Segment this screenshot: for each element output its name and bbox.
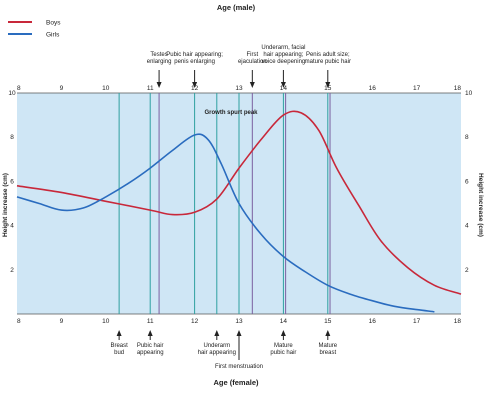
bottom-tick-label: 17 (413, 318, 421, 325)
left-tick-label: 6 (10, 178, 14, 185)
right-tick-label: 6 (465, 178, 469, 185)
male-marker-label: Pubic hair appearing; penis enlarging (166, 52, 223, 65)
bottom-tick-label: 13 (235, 318, 243, 325)
bottom-tick-label: 14 (280, 318, 288, 325)
series-line-girls (16, 133, 435, 313)
female-marker-arrowhead (214, 330, 220, 336)
female-marker-label-line: appearing (137, 350, 164, 356)
top-axis-title: Age (male) (217, 3, 256, 12)
bottom-axis-title: Age (female) (213, 378, 259, 387)
right-tick-label: 8 (465, 134, 469, 141)
male-marker-label: Testes enlarging (147, 52, 172, 65)
female-marker-label-line: pubic hair (270, 350, 296, 356)
left-tick-label: 2 (10, 267, 14, 274)
male-marker-label-line: voice deepening (262, 59, 306, 65)
top-tick-label: 16 (369, 85, 377, 92)
male-marker-label-line: First (246, 52, 258, 58)
male-marker-label-line: ejaculation (238, 59, 267, 65)
male-marker-arrowhead (192, 82, 198, 88)
bottom-tick-label: 16 (369, 318, 377, 325)
legend: Boys Girls (8, 20, 61, 39)
female-marker-label-line: Breast (110, 343, 128, 349)
left-tick-label: 4 (10, 223, 14, 230)
female-marker-label-line: breast (319, 350, 336, 356)
male-marker-label-line: enlarging (147, 59, 172, 65)
female-marker-label-line: Underarm (203, 343, 230, 349)
male-marker-label: Penis adult size; mature pubic hair (305, 52, 351, 65)
male-marker-arrowhead (325, 82, 331, 88)
male-marker-label: First ejaculation (238, 52, 267, 65)
bottom-tick-label: 15 (324, 318, 332, 325)
legend-label-girls: Girls (46, 32, 60, 39)
female-marker-label: Pubic hair appearing (137, 343, 164, 356)
right-axis-title: Height increase (cm) (477, 173, 484, 237)
top-tick-label: 13 (235, 85, 243, 92)
female-marker-label-line: hair appearing (198, 350, 236, 356)
male-marker-label-line: Pubic hair appearing; (166, 52, 223, 58)
bottom-tick-label: 18 (454, 318, 462, 325)
male-marker-label-line: Underarm, facial (261, 45, 305, 51)
bottom-tick-label: 12 (191, 318, 199, 325)
top-tick-label: 12 (191, 85, 199, 92)
top-tick-label: 18 (454, 85, 462, 92)
male-marker-label-line: hair appearing; (263, 52, 303, 58)
female-marker-label: Underarm hair appearing (198, 343, 236, 356)
bottom-tick-label: 9 (60, 318, 64, 325)
male-marker-label-line: mature pubic hair (305, 59, 351, 65)
legend-label-boys: Boys (46, 20, 61, 27)
bottom-tick-label: 11 (147, 318, 154, 325)
left-axis-title: Height increase (cm) (2, 173, 9, 237)
peak-label: Growth spurt peak (204, 110, 258, 116)
male-marker-label-line: Testes (150, 52, 167, 58)
bottom-tick-label: 8 (17, 318, 21, 325)
female-marker-label-line: First menstruation (215, 364, 263, 370)
left-tick-label: 10 (8, 90, 16, 97)
female-marker-arrowhead (325, 330, 331, 336)
right-tick-label: 10 (465, 90, 473, 97)
top-tick-label: 10 (102, 85, 110, 92)
female-marker-label-line: Pubic hair (137, 343, 164, 349)
right-tick-label: 2 (465, 267, 469, 274)
top-tick-label: 8 (17, 85, 21, 92)
female-marker-label-line: bud (114, 350, 124, 356)
series-line-boys (16, 110, 462, 295)
female-marker-label-line: Mature (318, 343, 337, 349)
top-tick-label: 15 (324, 85, 332, 92)
female-marker-label: Mature pubic hair (270, 343, 296, 356)
right-tick-label: 4 (465, 223, 469, 230)
female-marker-label: Breast bud (110, 343, 128, 356)
female-marker-arrowhead (147, 330, 153, 336)
male-marker-label-line: Penis adult size; (306, 52, 350, 58)
bottom-tick-label: 10 (102, 318, 110, 325)
male-marker-arrowhead (249, 82, 255, 88)
male-marker-arrowhead (156, 82, 162, 88)
female-marker-arrowhead (280, 330, 286, 336)
top-tick-label: 11 (147, 85, 154, 92)
female-marker-arrowhead (116, 330, 122, 336)
top-tick-label: 14 (280, 85, 288, 92)
female-marker-arrowhead (236, 330, 242, 336)
male-marker-label-line: penis enlarging (174, 59, 215, 65)
female-marker-label-line: Mature (274, 343, 293, 349)
top-tick-label: 17 (413, 85, 421, 92)
top-tick-label: 9 (60, 85, 64, 92)
left-tick-label: 8 (10, 134, 14, 141)
male-marker-arrowhead (280, 82, 286, 88)
female-marker-label: Mature breast (318, 343, 337, 356)
male-marker-label: Underarm, facial hair appearing; voice dee… (261, 45, 305, 65)
female-marker-label: First menstruation (215, 364, 263, 370)
